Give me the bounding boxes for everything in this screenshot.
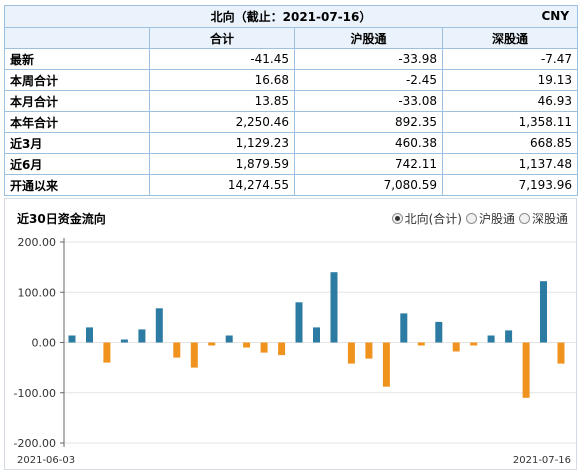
row-label: 开通以来 <box>4 174 150 196</box>
bar <box>225 335 233 343</box>
cell-sz: 668.85 <box>441 132 579 154</box>
header-sh: 沪股通 <box>294 27 443 49</box>
y-tick-label: 100.00 <box>18 286 57 299</box>
bar <box>138 329 146 343</box>
cell-total: 2,250.46 <box>149 111 295 133</box>
chart-title: 近30日资金流向 <box>17 212 106 226</box>
header-total: 合计 <box>149 27 295 49</box>
cell-sz: 46.93 <box>441 90 579 112</box>
bar <box>557 342 565 364</box>
legend-item-total[interactable]: 北向(合计) <box>391 210 462 227</box>
y-tick-label: -200.00 <box>14 437 56 450</box>
legend-label-sh: 沪股通 <box>478 212 515 226</box>
bar <box>68 335 76 343</box>
radio-sz[interactable] <box>518 213 530 224</box>
cell-total: 16.68 <box>149 69 295 91</box>
bar <box>347 342 355 364</box>
bar-chart: 200.00 100.00 0.00 -100.00 -200.00 2021-06-03… <box>14 236 576 466</box>
table-row: 本月合计 13.85 -33.08 46.93 <box>4 90 579 112</box>
bar <box>365 342 373 359</box>
chart-panel: 200.00 100.00 0.00 -100.00 -200.00 2021-06-03… <box>4 198 577 470</box>
bar <box>487 335 495 343</box>
table-row: 本周合计 16.68 -2.45 19.13 <box>4 69 579 91</box>
legend-label-sz: 深股通 <box>531 212 568 226</box>
table-title-cell: 北向（截止：2021-07-16） CNY <box>3 5 579 28</box>
table-header-row: 合计 沪股通 深股通 <box>4 27 579 49</box>
bar <box>313 327 320 343</box>
cell-sz: 1,358.11 <box>441 111 579 133</box>
radio-sh[interactable] <box>465 213 477 224</box>
row-label: 本年合计 <box>4 111 150 133</box>
x-end-label: 2021-07-16 <box>513 455 571 466</box>
legend-label-total: 北向(合计) <box>404 212 462 226</box>
bar <box>86 327 93 343</box>
bar <box>190 342 198 368</box>
bar <box>243 342 251 348</box>
bar <box>470 342 478 346</box>
legend-item-sh[interactable]: 沪股通 <box>465 210 515 227</box>
bar <box>208 342 216 346</box>
row-label: 最新 <box>4 48 150 70</box>
cell-sh: -33.98 <box>294 48 443 70</box>
table-row: 近3月 1,129.23 460.38 668.85 <box>4 132 579 154</box>
row-label: 本月合计 <box>4 90 150 112</box>
table-row: 最新 -41.45 -33.98 -7.47 <box>4 48 579 70</box>
bar <box>540 281 547 343</box>
y-tick-label: -100.00 <box>14 387 56 400</box>
cell-sz: 19.13 <box>441 69 579 91</box>
bar <box>505 330 513 343</box>
cell-total: 13.85 <box>149 90 295 112</box>
row-label: 近6月 <box>4 153 150 175</box>
radio-total[interactable] <box>391 213 403 224</box>
header-empty <box>4 27 150 49</box>
legend-item-sz[interactable]: 深股通 <box>518 210 568 227</box>
table-title-row: 北向（截止：2021-07-16） CNY <box>3 5 579 28</box>
bar <box>278 342 286 356</box>
table-row: 近6月 1,879.59 742.11 1,137.48 <box>4 153 579 175</box>
series-selector: 北向(合计) 沪股通 深股通 <box>391 210 568 227</box>
table-row: 开通以来 14,274.55 7,080.59 7,193.96 <box>4 174 579 196</box>
cell-total: 1,129.23 <box>149 132 295 154</box>
cell-total: -41.45 <box>149 48 295 70</box>
summary-table: 北向（截止：2021-07-16） CNY 合计 沪股通 深股通 最新 -41.… <box>3 5 579 196</box>
bar <box>295 302 303 343</box>
bar <box>103 342 111 363</box>
y-tick-label: 200.00 <box>18 236 57 249</box>
bar <box>435 321 443 343</box>
cell-total: 14,274.55 <box>149 174 295 196</box>
currency-label: CNY <box>541 9 570 23</box>
bar <box>522 342 530 398</box>
bar <box>155 308 163 343</box>
cell-sh: -33.08 <box>294 90 443 112</box>
row-label: 近3月 <box>4 132 150 154</box>
bar <box>120 339 128 343</box>
cell-sh: 460.38 <box>294 132 443 154</box>
cell-sz: -7.47 <box>441 48 579 70</box>
bar <box>173 342 181 358</box>
cell-sh: 892.35 <box>294 111 443 133</box>
cell-sh: 7,080.59 <box>294 174 443 196</box>
cell-sz: 1,137.48 <box>441 153 579 175</box>
bar <box>382 342 390 387</box>
table-title: 北向（截止：2021-07-16） <box>210 10 372 24</box>
x-start-label: 2021-06-03 <box>17 455 75 466</box>
bar <box>400 313 408 343</box>
cell-sh: 742.11 <box>294 153 443 175</box>
row-label: 本周合计 <box>4 69 150 91</box>
bar <box>452 342 460 352</box>
cell-sh: -2.45 <box>294 69 443 91</box>
y-tick-label: 0.00 <box>32 337 57 350</box>
bar <box>260 342 268 353</box>
cell-sz: 7,193.96 <box>441 174 579 196</box>
table-row: 本年合计 2,250.46 892.35 1,358.11 <box>4 111 579 133</box>
header-sz: 深股通 <box>441 27 579 49</box>
bar <box>330 272 338 343</box>
cell-total: 1,879.59 <box>149 153 295 175</box>
bar <box>417 342 425 346</box>
